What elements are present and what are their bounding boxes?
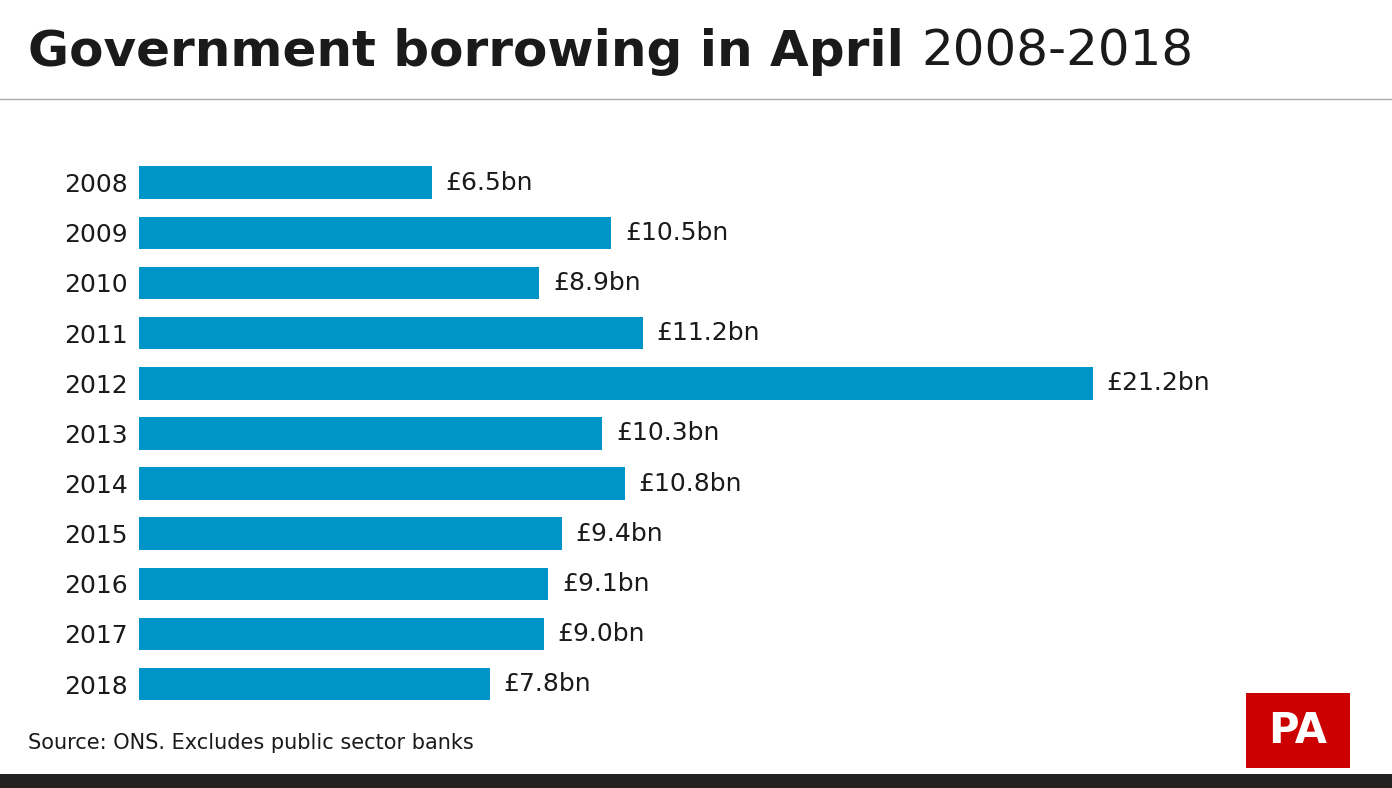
Text: £8.9bn: £8.9bn <box>553 271 640 295</box>
Text: £9.1bn: £9.1bn <box>562 572 650 596</box>
Bar <box>139 217 611 249</box>
Text: Government borrowing in April: Government borrowing in April <box>28 28 922 76</box>
Bar <box>139 317 643 349</box>
Bar <box>139 668 490 701</box>
Text: £10.8bn: £10.8bn <box>639 471 742 496</box>
Bar <box>139 467 625 500</box>
Bar <box>139 618 544 650</box>
Bar <box>139 367 1093 400</box>
Text: £10.5bn: £10.5bn <box>625 221 728 245</box>
Text: £10.3bn: £10.3bn <box>615 422 720 445</box>
Bar <box>139 417 603 450</box>
Text: £9.0bn: £9.0bn <box>557 622 644 646</box>
Text: £7.8bn: £7.8bn <box>504 672 592 696</box>
Bar <box>139 266 540 299</box>
Text: £6.5bn: £6.5bn <box>445 171 533 195</box>
Text: Source: ONS. Excludes public sector banks: Source: ONS. Excludes public sector bank… <box>28 733 473 753</box>
Text: PA: PA <box>1268 710 1328 752</box>
Text: £11.2bn: £11.2bn <box>657 321 760 345</box>
Bar <box>139 166 432 199</box>
Text: £21.2bn: £21.2bn <box>1107 371 1210 396</box>
Bar <box>139 518 562 550</box>
Text: 2008-2018: 2008-2018 <box>922 28 1193 76</box>
Bar <box>139 567 548 600</box>
Text: £9.4bn: £9.4bn <box>575 522 663 546</box>
